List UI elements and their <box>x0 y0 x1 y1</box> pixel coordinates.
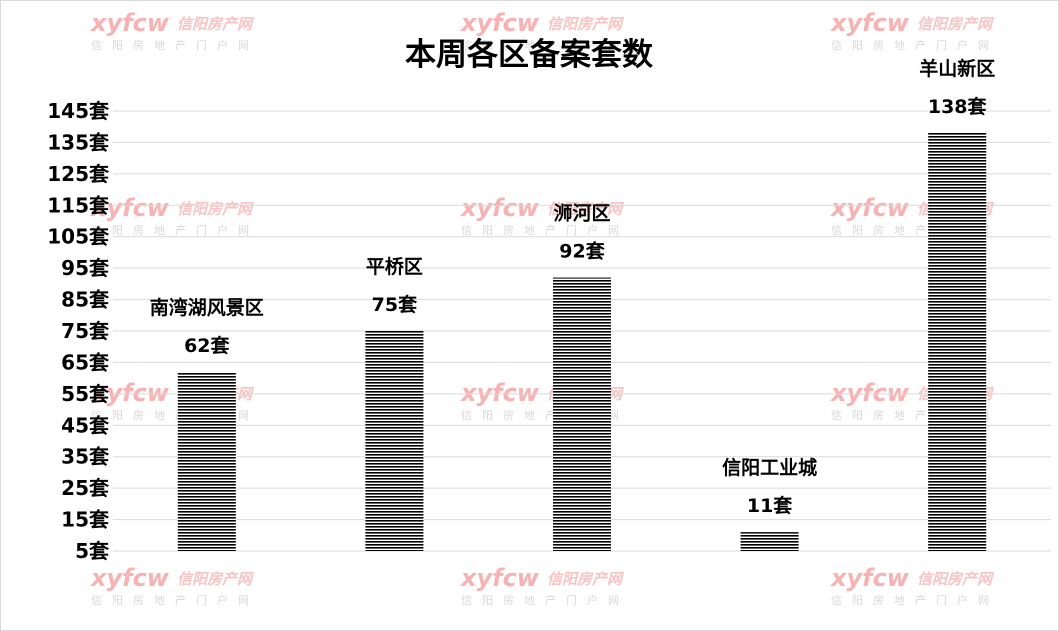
y-tick-label: 85套 <box>61 288 109 312</box>
bars <box>177 133 987 551</box>
y-tick-label: 25套 <box>61 476 109 500</box>
bar <box>928 133 987 551</box>
bar-category-label: 羊山新区 <box>919 57 995 80</box>
watermark-latin: xyfcw <box>90 9 170 37</box>
y-tick-label: 125套 <box>47 162 109 186</box>
watermark-latin: xyfcw <box>90 194 170 222</box>
bar-category-label: 浉河区 <box>553 203 610 225</box>
chart-title: 本周各区备案套数 <box>405 37 653 73</box>
watermark-chinese: 信阳房产网 <box>177 200 255 218</box>
watermark-latin: xyfcw <box>830 564 910 592</box>
y-tick-label: 55套 <box>61 382 109 406</box>
bar-category-label: 信阳工业城 <box>722 456 817 479</box>
y-tick-label: 145套 <box>47 99 109 123</box>
watermark-sub: 信阳房地产门户网 <box>461 593 629 607</box>
watermark-latin: xyfcw <box>460 9 540 37</box>
y-tick-label: 95套 <box>61 256 109 280</box>
y-tick-label: 65套 <box>61 350 109 374</box>
watermark-chinese: 信阳房产网 <box>177 15 255 33</box>
watermark-latin: xyfcw <box>460 379 540 407</box>
bar-value-label: 92套 <box>559 240 605 263</box>
watermark-latin: xyfcw <box>830 9 910 37</box>
bar-labels: 62套 南湾湖风景区 75套 平桥区 92套 浉河区 11套 信阳工业城 138套 羊山新区 <box>150 57 995 517</box>
bar-category-label: 南湾湖风景区 <box>150 296 264 319</box>
watermark-latin: xyfcw <box>460 194 540 222</box>
watermark-latin: xyfcw <box>460 564 540 592</box>
watermark-sub: 信阳房地产门户网 <box>461 38 629 52</box>
bar <box>553 277 611 551</box>
watermark-sub: 信阳房地产门户网 <box>91 38 259 52</box>
bar <box>177 371 236 551</box>
watermark-latin: xyfcw <box>90 379 170 407</box>
watermark-latin: xyfcw <box>830 194 910 222</box>
watermark-chinese: 信阳房产网 <box>917 570 995 588</box>
y-tick-label: 45套 <box>61 413 109 437</box>
y-tick-label: 35套 <box>61 445 109 469</box>
watermark-sub: 信阳房地产门户网 <box>831 38 999 52</box>
watermark-chinese: 信阳房产网 <box>917 15 995 33</box>
watermark-chinese: 信阳房产网 <box>547 200 625 218</box>
watermark-sub: 信阳房地产门户网 <box>461 223 629 237</box>
watermark-sub: 信阳房地产门户网 <box>91 223 259 237</box>
watermark-latin: xyfcw <box>90 564 170 592</box>
watermark-chinese: 信阳房产网 <box>547 570 625 588</box>
y-tick-label: 115套 <box>47 193 109 217</box>
watermark-chinese: 信阳房产网 <box>177 570 255 588</box>
y-tick-label: 135套 <box>47 130 109 154</box>
y-axis-ticks: 5套 15套 25套 35套 45套 55套 65套 75套 85套 95套 105套 115套 125… <box>47 99 109 563</box>
watermark-chinese: 信阳房产网 <box>547 15 625 33</box>
bar-value-label: 62套 <box>184 334 230 357</box>
bar-value-label: 11套 <box>747 494 793 517</box>
watermark-sub: 信阳房地产门户网 <box>831 593 999 607</box>
watermark-latin: xyfcw <box>830 379 910 407</box>
y-tick-label: 5套 <box>75 539 109 563</box>
bar-value-label: 138套 <box>928 95 988 118</box>
bar-value-label: 75套 <box>372 293 418 316</box>
bar <box>740 532 799 551</box>
y-tick-label: 15套 <box>61 508 109 532</box>
bar-category-label: 平桥区 <box>366 255 423 278</box>
y-tick-label: 105套 <box>47 225 109 249</box>
y-tick-label: 75套 <box>61 319 109 343</box>
bar <box>365 331 424 551</box>
watermark-sub: 信阳房地产门户网 <box>91 593 259 607</box>
